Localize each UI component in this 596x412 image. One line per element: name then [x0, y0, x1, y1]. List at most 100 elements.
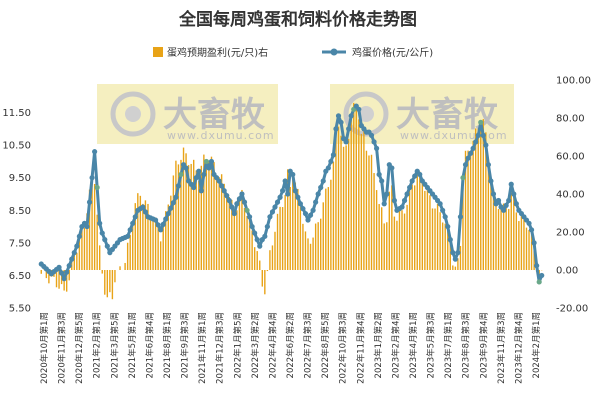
profit-bar	[190, 163, 192, 270]
egg-price-point	[224, 193, 230, 199]
profit-bar	[129, 234, 131, 270]
profit-bar	[253, 247, 256, 270]
egg-price-point	[506, 197, 512, 204]
egg-price-point	[511, 191, 517, 197]
egg-price-point	[452, 256, 458, 262]
profit-bar	[386, 222, 388, 270]
profit-bar	[380, 207, 383, 270]
x-axis-tick: 2020年12月第5周	[74, 312, 85, 384]
profit-bar	[193, 159, 195, 270]
profit-bar	[388, 191, 391, 270]
left-axis-tick: 9.50	[9, 173, 31, 184]
egg-price-point	[285, 191, 291, 197]
watermark-brand: 大畜牧	[163, 95, 266, 135]
profit-bar	[228, 197, 230, 270]
egg-price-point	[183, 165, 189, 171]
egg-price-line	[38, 103, 545, 285]
x-axis-tick: 2023年9月第4周	[478, 312, 489, 378]
legend-label-profit: 蛋鸡预期盈利(元/只)右	[167, 46, 268, 59]
profit-bar	[180, 159, 182, 270]
profit-bar	[307, 238, 309, 270]
profit-bar	[210, 156, 213, 270]
profit-bar	[76, 252, 78, 270]
egg-price-point	[376, 171, 382, 178]
egg-price-point	[346, 126, 352, 132]
egg-price-point	[155, 222, 161, 228]
egg-price-point	[381, 201, 387, 207]
egg-price-point	[313, 199, 319, 205]
profit-bar	[259, 260, 261, 270]
profit-bar	[134, 203, 136, 270]
egg-price-point	[490, 191, 497, 197]
profit-bar	[78, 237, 81, 270]
profit-bar	[109, 270, 111, 293]
profit-bar	[248, 217, 251, 270]
profit-bar	[162, 226, 164, 270]
egg-price-point	[262, 233, 268, 239]
profit-bar	[142, 203, 144, 270]
profit-bar	[281, 207, 284, 270]
profit-bar	[370, 154, 373, 270]
egg-price-point	[140, 204, 146, 210]
profit-bar	[114, 270, 116, 283]
profit-bar	[464, 150, 467, 270]
x-axis-tick: 2021年6月第4周	[144, 312, 155, 378]
egg-price-point	[536, 279, 542, 285]
right-axis-tick: 80.00	[556, 114, 585, 125]
left-axis: 5.50 6.50 7.50 8.50 9.50 10.50 11.50	[2, 108, 31, 314]
egg-price-point	[407, 184, 413, 191]
egg-price-point	[264, 223, 270, 230]
egg-price-point	[66, 263, 72, 269]
egg-price-point	[384, 191, 390, 197]
profit-bar	[187, 165, 190, 270]
egg-price-point	[74, 243, 80, 249]
egg-price-point	[445, 223, 451, 230]
egg-price-point	[412, 173, 418, 179]
profit-bar	[246, 215, 248, 270]
profit-bar	[391, 185, 393, 270]
egg-price-point	[267, 214, 273, 220]
egg-price-point	[307, 212, 314, 218]
profit-bar	[218, 177, 220, 270]
egg-price-point	[277, 194, 283, 200]
egg-price-point	[226, 197, 232, 204]
egg-price-point	[104, 243, 110, 249]
egg-price-point	[175, 183, 182, 189]
profit-bar	[264, 270, 266, 295]
profit-bar	[279, 206, 281, 270]
profit-bar	[233, 215, 236, 270]
egg-price-point	[64, 269, 70, 275]
profit-bar	[454, 266, 457, 270]
x-axis-tick: 2021年9月第3周	[180, 312, 191, 378]
egg-price-point	[513, 201, 519, 207]
profit-bar	[231, 199, 233, 270]
profit-bar	[154, 217, 157, 270]
profit-bar	[99, 245, 101, 270]
profit-bar	[411, 184, 413, 270]
egg-price-point	[371, 139, 377, 145]
egg-price-point	[330, 152, 337, 158]
egg-price-point	[249, 223, 255, 230]
right-axis-tick: -20.00	[556, 304, 588, 315]
profit-bar	[487, 159, 490, 270]
egg-price-point	[328, 158, 334, 165]
profit-bar	[436, 203, 439, 270]
egg-price-point	[221, 188, 227, 194]
profit-bar	[513, 192, 515, 270]
profit-bar	[497, 208, 500, 270]
profit-bar	[269, 250, 271, 270]
right-axis: -20.00 0.00 20.00 40.00 60.00 80.00 100.00	[556, 76, 591, 315]
x-axis-tick: 2023年7月第1周	[443, 312, 454, 378]
egg-price-point	[216, 178, 222, 184]
egg-price-point	[290, 171, 296, 178]
egg-price-point	[203, 158, 209, 165]
x-axis-tick: 2023年8月第3周	[461, 312, 472, 378]
egg-price-point	[92, 149, 98, 155]
profit-bar	[360, 133, 363, 270]
egg-price-point	[302, 210, 309, 217]
profit-bar	[401, 210, 403, 270]
egg-price-point	[465, 155, 471, 161]
profit-bar	[434, 208, 436, 270]
x-axis-tick: 2022年4月第4周	[267, 312, 278, 378]
